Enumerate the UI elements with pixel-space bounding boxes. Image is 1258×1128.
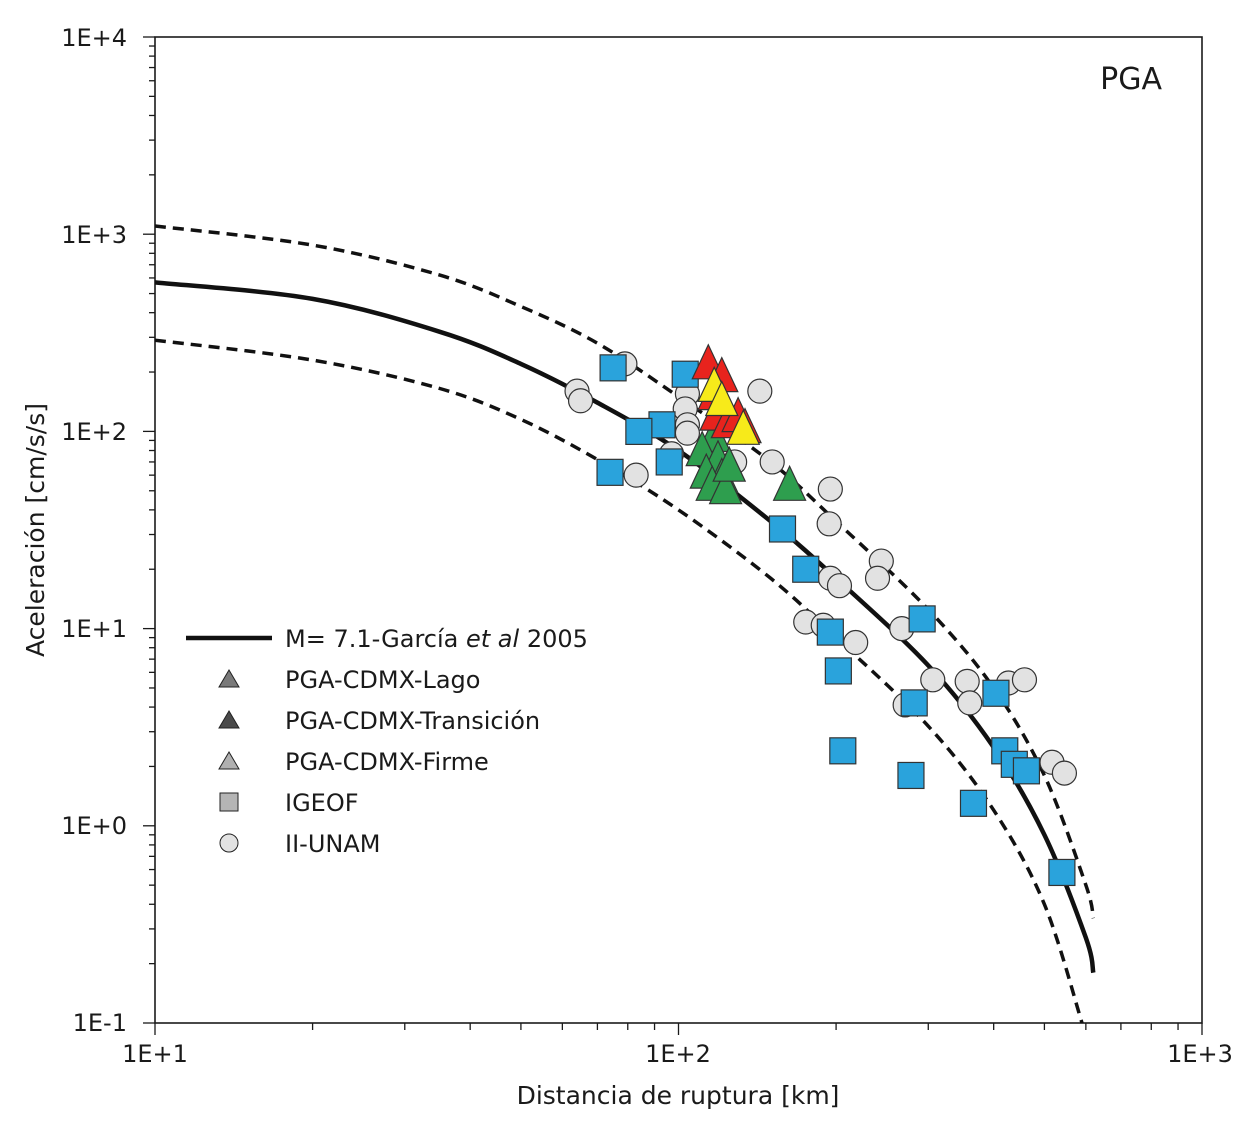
point-igeof (824, 657, 852, 685)
point-igeof (792, 555, 820, 583)
point-ii-unam (567, 388, 594, 414)
point-igeof (908, 605, 936, 633)
point-ii-unam (674, 420, 701, 446)
y-axis-title: Aceleración [cm/s/s] (21, 403, 50, 657)
point-igeof (982, 679, 1010, 707)
point-transicion (704, 380, 739, 417)
point-ii-unam (623, 462, 649, 488)
point-transicion (726, 408, 761, 445)
x-axis-title: Distancia de ruptura [km] (517, 1081, 840, 1110)
panel-label: PGA (1100, 62, 1162, 97)
point-igeof (648, 411, 676, 439)
y-tick-label: 1E+0 (61, 812, 127, 840)
point-igeof (900, 689, 928, 717)
point-igeof (816, 618, 844, 646)
y-tick-label: 1E+4 (61, 24, 127, 52)
point-firme (772, 464, 807, 501)
point-ii-unam (843, 629, 869, 656)
x-tick-label: 1E+2 (645, 1040, 711, 1068)
point-firme (708, 468, 743, 505)
point-igeof (959, 789, 988, 817)
y-tick-label: 1E-1 (73, 1009, 127, 1037)
point-firme (712, 445, 747, 482)
point-igeof (625, 417, 653, 445)
legend: M= 7.1-García et al 2005 PGA-CDMX-Lago P… (186, 625, 588, 858)
point-igeof (1048, 858, 1076, 887)
point-ii-unam (957, 690, 983, 716)
y-tick-label: 1E+1 (61, 615, 127, 643)
point-igeof (596, 458, 624, 486)
legend-label-lago: PGA-CDMX-Lago (285, 666, 480, 694)
axis-ticks (143, 36, 1203, 1035)
y-tick-label: 1E+3 (61, 221, 127, 249)
legend-triangle-lago (218, 669, 240, 688)
point-ii-unam (826, 573, 853, 599)
point-ii-unam (864, 565, 891, 591)
legend-square-igeof (219, 792, 239, 812)
legend-triangle-transicion (218, 710, 240, 729)
point-igeof (1012, 757, 1041, 785)
model-curve-median (155, 280, 1096, 974)
y-tick-label: 1E+2 (61, 418, 127, 446)
legend-label-iiunam: II-UNAM (285, 830, 380, 858)
point-ii-unam (747, 378, 773, 404)
legend-label-transicion: PGA-CDMX-Transición (285, 707, 540, 735)
point-ii-unam (816, 511, 842, 537)
point-ii-unam (1051, 760, 1078, 786)
legend-label-igeof: IGEOF (285, 789, 359, 817)
point-ii-unam (759, 449, 785, 475)
legend-label-curve: M= 7.1-García et al 2005 (285, 625, 588, 653)
point-ii-unam (1011, 667, 1038, 693)
point-igeof (599, 354, 627, 382)
point-igeof (829, 737, 857, 765)
model-curve-bound (155, 338, 1084, 1023)
point-igeof (897, 761, 925, 790)
plot-frame (154, 36, 1203, 1024)
data-points (564, 343, 1078, 887)
point-igeof (768, 515, 797, 543)
point-ii-unam (954, 668, 980, 694)
x-tick-label: 1E+1 (122, 1040, 188, 1068)
point-ii-unam (920, 667, 946, 693)
x-tick-label: 1E+3 (1167, 1040, 1233, 1068)
legend-circle-iiunam (219, 833, 239, 853)
legend-label-firme: PGA-CDMX-Firme (285, 748, 489, 776)
legend-triangle-firme (218, 751, 240, 770)
point-igeof (655, 448, 683, 476)
point-ii-unam (817, 476, 843, 502)
